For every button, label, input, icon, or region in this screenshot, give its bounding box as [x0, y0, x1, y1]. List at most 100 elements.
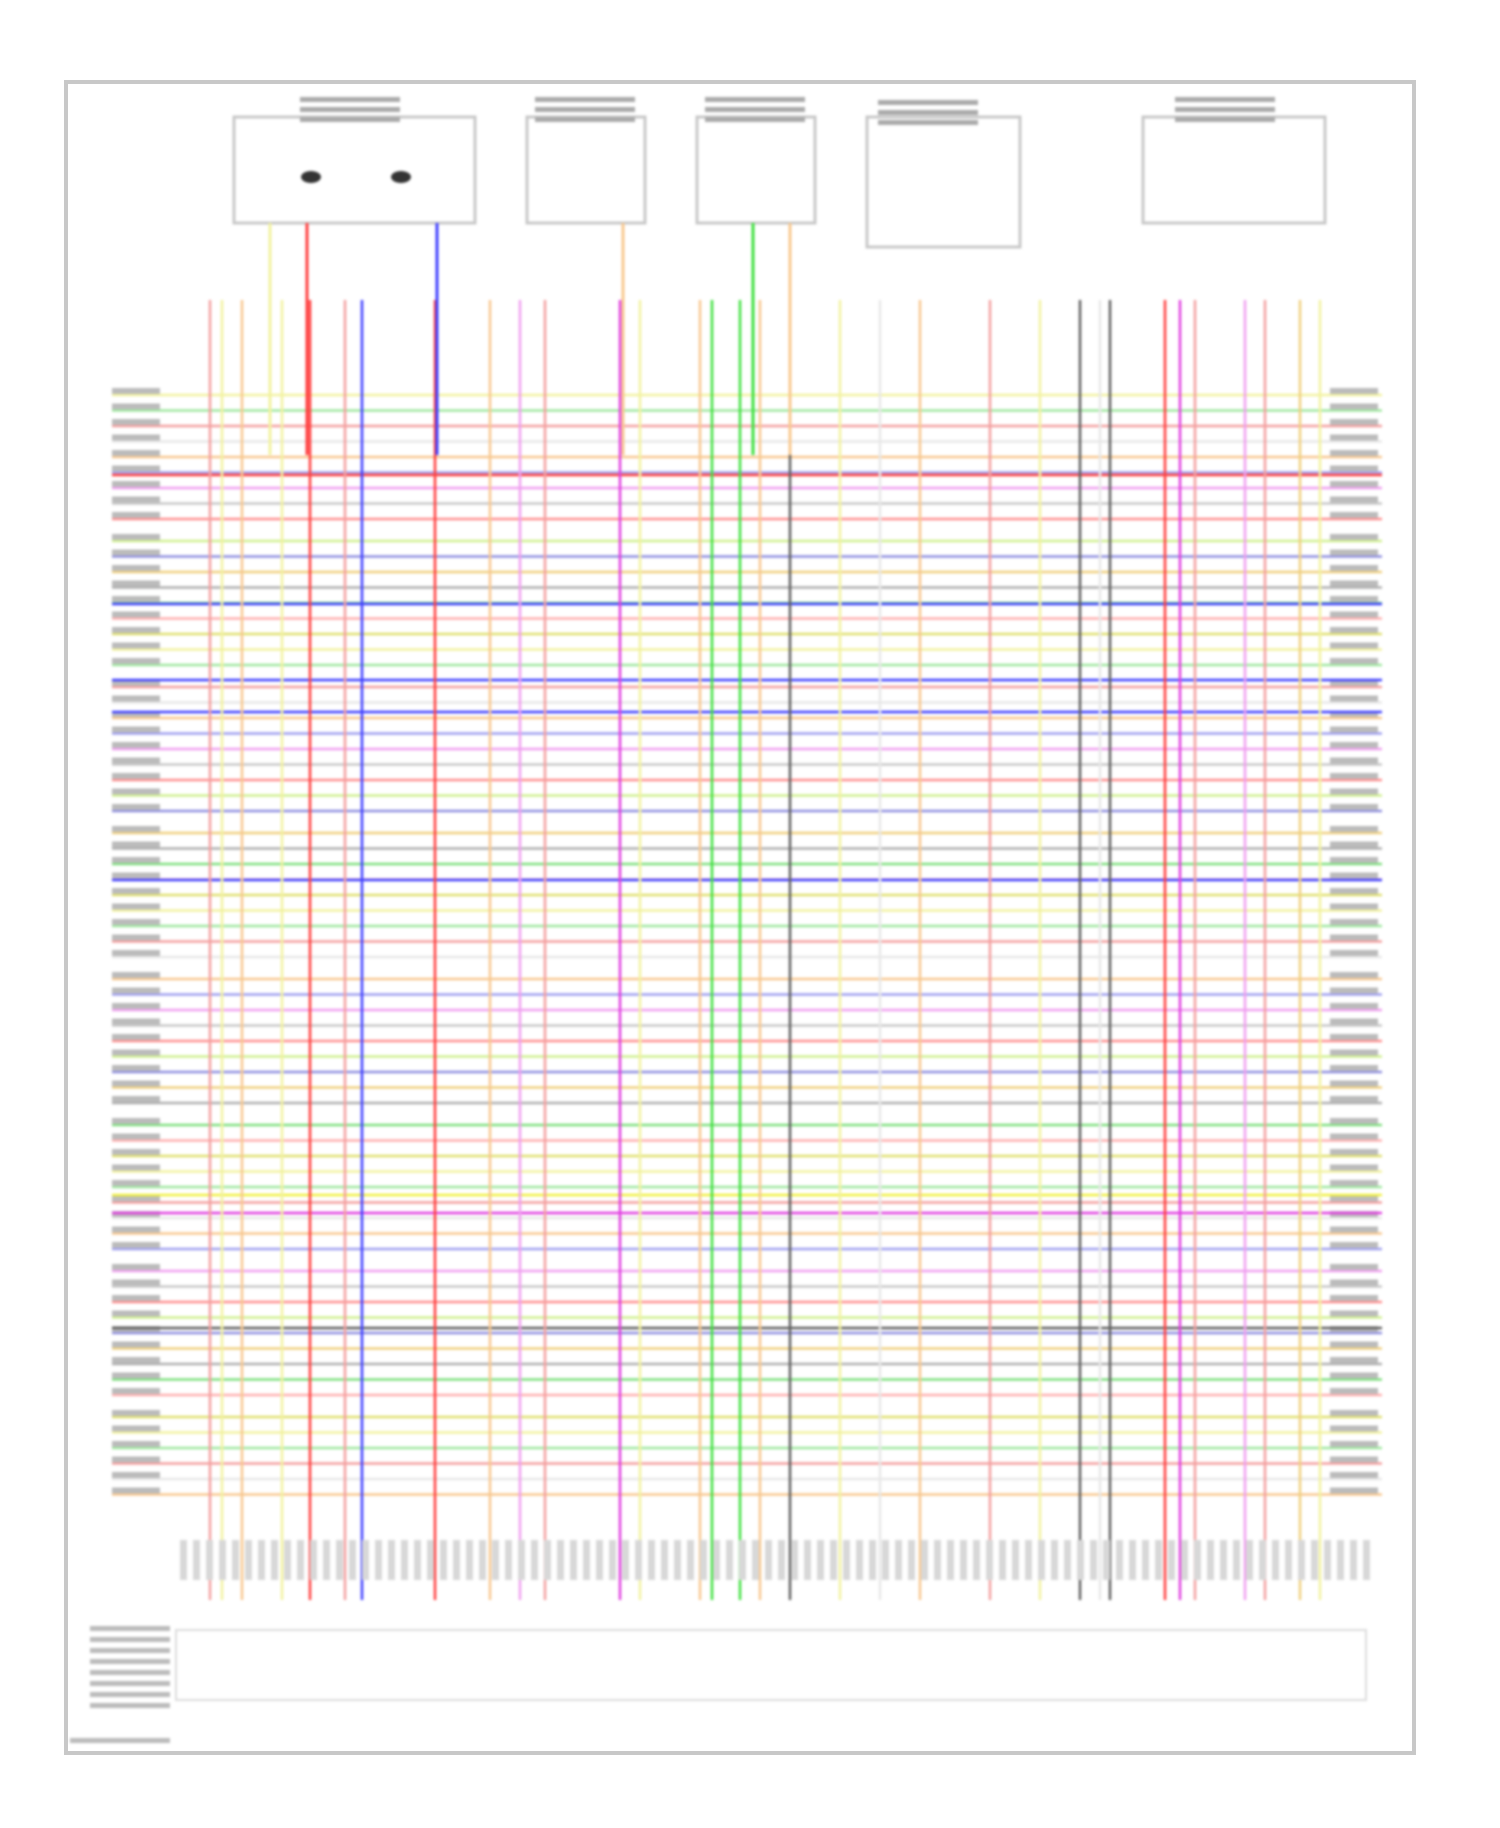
connector-pin — [1038, 1540, 1045, 1580]
connector-pin — [856, 1540, 863, 1580]
wire-label-right — [1330, 1279, 1378, 1286]
wire-label-right — [1330, 611, 1378, 618]
connector-pin — [1012, 1540, 1019, 1580]
wire-label-left — [112, 919, 160, 925]
component-title — [878, 110, 978, 115]
wire-label-left — [112, 1003, 160, 1009]
connector-pin — [1142, 1540, 1149, 1580]
connector-pin — [1116, 1540, 1123, 1580]
module-label — [90, 1670, 170, 1675]
wire-label-right — [1330, 1018, 1378, 1025]
connector-pin — [193, 1540, 200, 1580]
wire-label-right — [1330, 857, 1378, 863]
wire-label-left — [112, 534, 160, 540]
wire-label-left — [112, 642, 160, 649]
wire-label-left — [112, 403, 160, 410]
connector-pin — [206, 1540, 213, 1580]
wire-label-left — [112, 419, 160, 425]
connector-pin — [570, 1540, 577, 1580]
connector-pin — [375, 1540, 382, 1580]
wire-label-left — [112, 1472, 160, 1478]
wire-label-right — [1330, 1049, 1378, 1056]
wire-label-right — [1330, 1065, 1378, 1071]
connector-pin — [1311, 1540, 1318, 1580]
wire-label-right — [1330, 1341, 1378, 1348]
wire-label-right — [1330, 496, 1378, 503]
connector-pin — [414, 1540, 421, 1580]
connector-pin — [427, 1540, 434, 1580]
wire-label-left — [112, 987, 160, 994]
wire-label-right — [1330, 972, 1378, 978]
wire-label-left — [112, 1441, 160, 1447]
connector-pin — [778, 1540, 785, 1580]
connector-pin — [362, 1540, 369, 1580]
module-label — [90, 1659, 170, 1664]
connector-pin — [453, 1540, 460, 1580]
connector-pin — [349, 1540, 356, 1580]
wire-label-left — [112, 1133, 160, 1140]
connector-pin — [843, 1540, 850, 1580]
wire-label-left — [112, 1065, 160, 1071]
component-module-4 — [865, 115, 1022, 249]
connector-pin — [1298, 1540, 1305, 1580]
connector-pin — [869, 1540, 876, 1580]
wire-label-left — [112, 1080, 160, 1087]
wire-label-left — [112, 826, 160, 832]
wire-label-left — [112, 1410, 160, 1416]
wire-label-right — [1330, 1118, 1378, 1124]
wire-label-left — [112, 388, 160, 394]
connector-pin — [323, 1540, 330, 1580]
wire-label-right — [1330, 419, 1378, 425]
sensor-icon — [391, 171, 411, 183]
wire-label-left — [112, 1310, 160, 1317]
connector-pin — [518, 1540, 525, 1580]
wire-label-left — [112, 804, 160, 810]
wire-label-right — [1330, 1310, 1378, 1317]
module-label — [90, 1692, 170, 1697]
wire-label-right — [1330, 1388, 1378, 1394]
connector-pin — [1363, 1540, 1370, 1580]
wire-label-left — [112, 788, 160, 795]
wire-label-right — [1330, 1456, 1378, 1463]
wire-label-left — [112, 757, 160, 764]
wire-label-left — [112, 934, 160, 941]
connector-pin — [1168, 1540, 1175, 1580]
wire-label-right — [1330, 1425, 1378, 1432]
wire-label-left — [112, 1164, 160, 1171]
connector-pin — [1285, 1540, 1292, 1580]
component-sensor-2 — [525, 115, 647, 225]
module-label — [90, 1681, 170, 1686]
wire-label-right — [1330, 1180, 1378, 1186]
connector-pin — [466, 1540, 473, 1580]
wire-label-right — [1330, 1487, 1378, 1494]
wire-label-left — [112, 773, 160, 779]
connector-pin — [583, 1540, 590, 1580]
connector-pin — [635, 1540, 642, 1580]
wire-label-right — [1330, 742, 1378, 748]
connector-pin — [921, 1540, 928, 1580]
component-title — [1175, 117, 1275, 122]
connector-pin — [1337, 1540, 1344, 1580]
wire-label-right — [1330, 549, 1378, 556]
wire-label-right — [1330, 888, 1378, 894]
connector-pin — [960, 1540, 967, 1580]
component-title — [705, 117, 805, 122]
connector-pin — [310, 1540, 317, 1580]
connector-pin — [791, 1540, 798, 1580]
connector-pin — [713, 1540, 720, 1580]
connector-pin — [180, 1540, 187, 1580]
wire-label-left — [112, 565, 160, 571]
connector-pin — [440, 1540, 447, 1580]
connector-pin — [557, 1540, 564, 1580]
wire-label-left — [112, 1264, 160, 1270]
wire-label-right — [1330, 465, 1378, 472]
wire-label-left — [112, 1295, 160, 1301]
wire-label-left — [112, 1425, 160, 1432]
wire-label-left — [112, 742, 160, 748]
connector-pin — [258, 1540, 265, 1580]
connector-pin — [492, 1540, 499, 1580]
wire-label-right — [1330, 596, 1378, 602]
wire-label-left — [112, 857, 160, 863]
wire-label-left — [112, 1242, 160, 1248]
connector-pin — [648, 1540, 655, 1580]
